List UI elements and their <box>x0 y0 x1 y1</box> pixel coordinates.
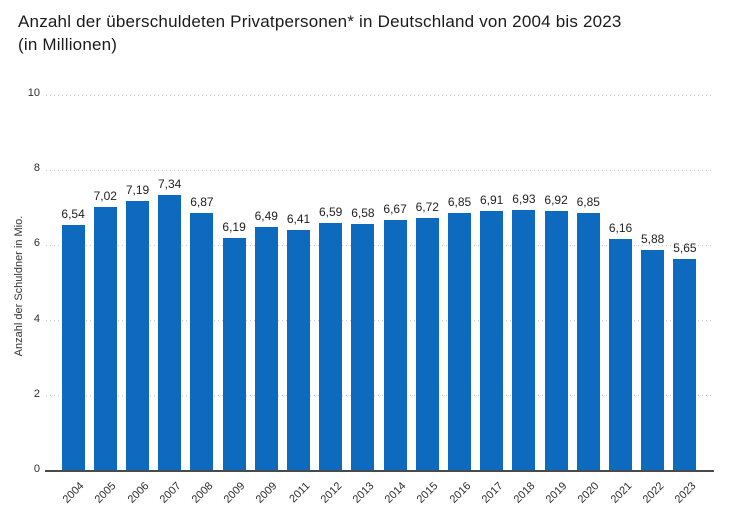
y-axis-label: Anzahl der Schuldner in Mio. <box>13 215 25 357</box>
bar-value-label: 6,91 <box>480 193 504 208</box>
y-tick-0: 0 <box>33 463 40 475</box>
bar-value-label: 6,59 <box>319 205 343 220</box>
chart-title: Anzahl der überschuldeten Privatpersonen… <box>18 10 724 56</box>
chart-title-line2: (in Millionen) <box>18 35 118 54</box>
bar-2016-12 <box>448 213 471 471</box>
bar-value-label: 6,72 <box>415 200 439 215</box>
bar-value-label: 5,88 <box>641 231 665 246</box>
gridline-y-8 <box>46 169 714 171</box>
bar-2017-13 <box>480 211 504 471</box>
bar-2022-18 <box>641 249 665 471</box>
bar-value-label: 7,34 <box>158 177 182 192</box>
x-tick-label: 2004 <box>60 480 87 506</box>
bar-2009-5 <box>222 238 246 471</box>
y-tick-4: 4 <box>33 312 40 325</box>
bar-value-label: 6,54 <box>61 207 85 222</box>
bar-value-label: 6,16 <box>608 221 633 236</box>
bar-value-label: 6,85 <box>447 195 472 210</box>
bar-value-label: 6,67 <box>383 202 407 217</box>
bar-value-label: 6,93 <box>512 192 536 207</box>
gridline-y-4 <box>46 320 714 322</box>
bar-2006-2 <box>126 200 149 471</box>
y-tick-2: 2 <box>33 387 40 400</box>
bar-value-label: 6,92 <box>544 192 568 207</box>
bar-2009-6 <box>254 226 278 471</box>
bar-value-label: 6,41 <box>286 211 311 226</box>
bar-2020-16 <box>576 213 600 471</box>
bar-2011-7 <box>287 229 310 471</box>
bar-value-label: 6,19 <box>222 220 246 235</box>
bar-2013-9 <box>351 223 375 471</box>
bar-2012-8 <box>319 223 343 471</box>
bar-2019-15 <box>544 210 568 471</box>
bar-2004-0 <box>61 225 85 471</box>
bar-value-label: 7,02 <box>93 189 117 204</box>
bar-2008-4 <box>190 212 214 471</box>
bar-2005-1 <box>93 207 117 471</box>
bar-2021-17 <box>609 239 632 471</box>
bar-value-label: 6,87 <box>190 194 214 209</box>
y-tick-6: 6 <box>33 237 40 250</box>
x-axis-line <box>45 470 714 472</box>
gridline-y-2 <box>46 395 714 397</box>
gridline-y-10 <box>46 94 714 96</box>
gridline-y-6 <box>46 244 714 246</box>
bar-value-label: 6,85 <box>576 195 600 210</box>
bar-value-label: 5,65 <box>673 240 697 255</box>
bar-2018-14 <box>512 210 536 471</box>
bar-value-label: 7,19 <box>125 182 150 197</box>
bar-value-label: 6,58 <box>351 205 375 220</box>
bar-2015-11 <box>415 218 439 471</box>
bar-value-label: 6,49 <box>254 208 278 223</box>
bar-2023-19 <box>673 258 697 471</box>
chart-title-line1: Anzahl der überschuldeten Privatpersonen… <box>18 12 622 31</box>
y-tick-8: 8 <box>33 162 40 175</box>
bar-2014-10 <box>383 220 407 471</box>
y-tick-10: 10 <box>27 87 40 99</box>
bar-2007-3 <box>158 195 182 471</box>
